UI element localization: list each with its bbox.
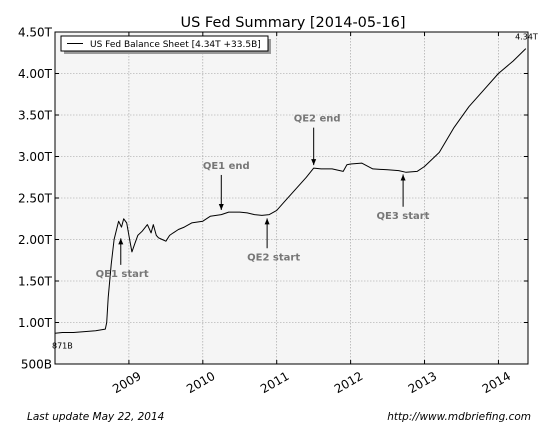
y-axis-ticks: 500B 1.00T 1.50T 2.00T 2.50T 3.00T 3.50T 4.00T 4… <box>18 26 528 372</box>
legend-box <box>60 35 269 52</box>
x-tick-label: 2011 <box>258 369 291 396</box>
annotation-label: QE2 start <box>247 252 300 263</box>
x-tick-label: 2010 <box>184 369 217 396</box>
chart-title: US Fed Summary [2014-05-16] <box>181 15 406 31</box>
y-tick-label: 4.50T <box>18 26 53 40</box>
y-tick-label: 1.00T <box>18 316 53 330</box>
y-tick-label: 3.50T <box>18 109 53 123</box>
source-url: http://www.mdbriefing.com <box>387 411 531 423</box>
y-tick-label: 1.50T <box>18 275 53 289</box>
annotation-label: QE1 start <box>96 269 149 280</box>
legend: US Fed Balance Sheet [4.34T +33.5B] <box>60 35 271 54</box>
y-tick-label: 3.00T <box>18 150 53 164</box>
series-line <box>54 48 527 334</box>
annotation-label: QE2 end <box>294 114 341 125</box>
x-tick-label: 2014 <box>480 369 513 396</box>
y-tick-label: 4.00T <box>18 67 53 81</box>
x-tick-label: 2013 <box>406 369 439 396</box>
x-tick-label: 2009 <box>110 369 143 396</box>
y-tick-label: 500B <box>21 358 52 372</box>
annotation-arrowhead <box>264 218 270 225</box>
y-tick-label: 2.50T <box>18 192 53 206</box>
annotation-label: QE3 start <box>376 211 429 222</box>
series-layer <box>54 48 527 334</box>
last-update-text: Last update May 22, 2014 <box>27 411 165 423</box>
point-labels: 871B 4.34T <box>52 32 538 350</box>
annotations: QE1 start QE1 end QE2 start QE2 end QE3 star… <box>96 114 430 280</box>
point-label: 4.34T <box>515 32 538 41</box>
annotation-arrowhead <box>311 159 317 166</box>
y-tick-label: 2.00T <box>18 233 53 247</box>
x-tick-label: 2012 <box>332 369 365 396</box>
annotation-arrowhead <box>400 174 406 181</box>
annotation-arrowhead <box>118 238 124 245</box>
point-label: 871B <box>52 341 73 350</box>
annotation-arrowhead <box>218 203 224 210</box>
legend-label: US Fed Balance Sheet [4.34T +33.5B] <box>90 40 261 50</box>
grid <box>55 32 528 364</box>
plot-frame <box>54 31 529 365</box>
annotation-label: QE1 end <box>203 161 250 172</box>
